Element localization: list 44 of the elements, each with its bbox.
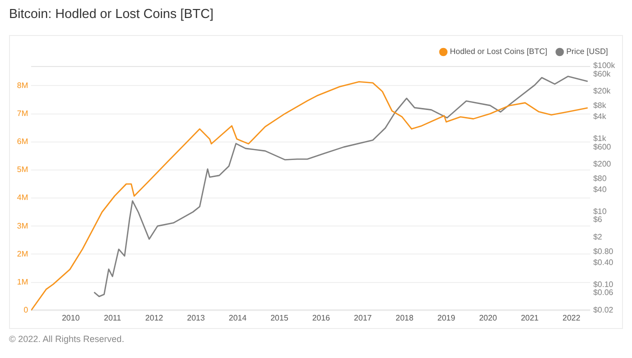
x-tick-label: 2016 bbox=[312, 313, 331, 322]
y-tick-label: 4M bbox=[16, 193, 28, 202]
y-tick-label: 8M bbox=[16, 80, 28, 90]
y-tick-label: 3M bbox=[16, 221, 28, 230]
x-tick-label: 2014 bbox=[228, 313, 248, 322]
y2-tick-label: $8k bbox=[593, 101, 608, 110]
y2-tick-label: $2 bbox=[593, 232, 603, 242]
x-tick-label: 2015 bbox=[270, 313, 289, 322]
y2-tick-label: $1k bbox=[593, 134, 608, 144]
x-tick-label: 2021 bbox=[520, 313, 540, 322]
y2-tick-label: $6 bbox=[593, 215, 603, 224]
x-tick-label: 2017 bbox=[354, 313, 372, 322]
y2-tick-label: $0.06 bbox=[593, 288, 614, 298]
text: © 2022. All Rights Reserved. bbox=[9, 334, 124, 344]
y-tick-label: 1M bbox=[16, 278, 28, 287]
y2-tick-label: $80 bbox=[593, 174, 608, 184]
y2-tick-label: $200 bbox=[593, 160, 612, 169]
x-tick-label: 2020 bbox=[479, 313, 498, 322]
y-tick-label: 6M bbox=[16, 137, 28, 146]
y2-tick-label: $0.40 bbox=[593, 258, 614, 268]
x-tick-label: 2010 bbox=[62, 313, 80, 322]
y-tick-label: 7M bbox=[16, 108, 28, 118]
x-tick-label: 2012 bbox=[145, 313, 164, 322]
y-tick-label: 5M bbox=[16, 165, 28, 174]
legend-label: Hodled or Lost Coins [BTC] bbox=[450, 47, 548, 56]
x-tick-label: 2022 bbox=[562, 313, 581, 322]
legend-label: Price [USD] bbox=[566, 47, 608, 56]
y2-tick-label: $100k bbox=[593, 61, 616, 70]
x-tick-label: 2018 bbox=[396, 313, 414, 322]
x-tick-label: 2019 bbox=[437, 313, 456, 322]
y2-tick-label: $0.02 bbox=[593, 306, 614, 315]
x-tick-label: 2011 bbox=[104, 313, 122, 322]
x-tick-label: 2013 bbox=[187, 313, 206, 322]
y-tick-label: 0 bbox=[24, 306, 29, 315]
y2-tick-label: $4k bbox=[593, 112, 608, 122]
y2-tick-label: $20k bbox=[593, 86, 612, 96]
y-tick-label: 2M bbox=[16, 249, 28, 258]
chart-title: Bitcoin: Hodled or Lost Coins [BTC] bbox=[9, 6, 214, 21]
y2-tick-label: $0.80 bbox=[593, 247, 614, 256]
y2-tick-label: $40 bbox=[593, 185, 608, 194]
y2-tick-label: $600 bbox=[593, 142, 612, 152]
y2-tick-label: $10 bbox=[593, 207, 608, 216]
y2-tick-label: $0.10 bbox=[593, 280, 614, 290]
y2-tick-label: $60k bbox=[593, 69, 612, 78]
